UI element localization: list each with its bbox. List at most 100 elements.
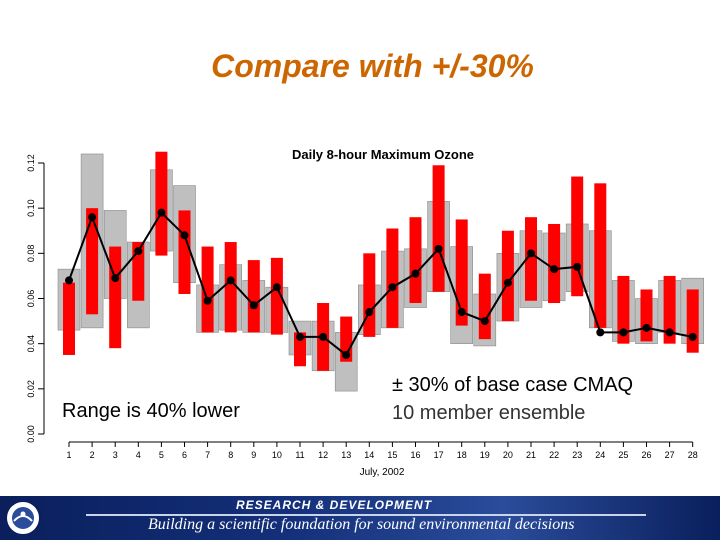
footer-org: RESEARCH & DEVELOPMENT bbox=[236, 498, 433, 512]
x-tick-label: 28 bbox=[688, 450, 698, 460]
pm30-range-bar bbox=[548, 223, 561, 304]
pm30-range-bar bbox=[363, 253, 376, 337]
base-case-point bbox=[342, 350, 351, 359]
base-case-point bbox=[296, 332, 304, 341]
x-tick-label: 27 bbox=[665, 450, 675, 460]
y-tick-label: 0.06 bbox=[26, 290, 36, 308]
x-tick-label: 1 bbox=[66, 450, 71, 460]
pm30-range-bar bbox=[155, 151, 168, 256]
x-tick-label: 10 bbox=[272, 450, 282, 460]
x-tick-label: 6 bbox=[182, 450, 187, 460]
pm30-range-bar bbox=[178, 210, 191, 294]
pm30-range-bar bbox=[663, 275, 676, 344]
pm30-range-bar bbox=[594, 183, 607, 328]
x-tick-label: 17 bbox=[434, 450, 444, 460]
x-tick-label: 9 bbox=[251, 450, 256, 460]
base-case-point bbox=[226, 276, 235, 285]
pm30-range-bar bbox=[63, 282, 75, 355]
y-tick-label: 0.12 bbox=[26, 154, 36, 172]
pm30-range-bar bbox=[525, 217, 537, 301]
base-case-point bbox=[573, 262, 582, 271]
pm30-range-bar bbox=[224, 242, 237, 333]
pm30-range-bar bbox=[501, 230, 514, 322]
x-tick-label: 26 bbox=[641, 450, 651, 460]
x-tick-label: 24 bbox=[595, 450, 605, 460]
x-tick-label: 12 bbox=[318, 450, 328, 460]
epa-seal-icon bbox=[5, 500, 41, 536]
annotation-ensemble: 10 member ensemble bbox=[392, 402, 586, 424]
pm30-range-bar bbox=[270, 257, 283, 335]
y-tick-label: 0.00 bbox=[26, 425, 36, 443]
x-tick-label: 18 bbox=[457, 450, 467, 460]
base-case-point bbox=[665, 328, 674, 337]
base-case-point bbox=[65, 276, 73, 285]
x-tick-label: 14 bbox=[364, 450, 374, 460]
pm30-range-bar bbox=[132, 242, 145, 301]
base-case-point bbox=[596, 328, 605, 337]
base-case-point bbox=[480, 317, 489, 326]
footer-tagline: Building a scientific foundation for sou… bbox=[148, 516, 575, 533]
base-case-point bbox=[272, 283, 281, 292]
annotation-range-lower: Range is 40% lower bbox=[62, 400, 240, 422]
base-case-point bbox=[134, 247, 143, 256]
x-tick-label: 2 bbox=[90, 450, 95, 460]
pm30-range-bar bbox=[455, 219, 468, 326]
base-case-point bbox=[157, 208, 166, 217]
x-tick-label: 7 bbox=[205, 450, 210, 460]
chart-axes: 0.000.020.040.060.080.100.121 2 3 4 5 6 7 8 9 10 1… bbox=[26, 154, 698, 460]
slide-title: Compare with +/-30% bbox=[211, 48, 534, 84]
y-tick-label: 0.08 bbox=[26, 245, 36, 263]
base-case-point bbox=[550, 265, 559, 274]
x-tick-label: 16 bbox=[410, 450, 420, 460]
base-case-point bbox=[180, 231, 189, 240]
pm30-range-bars bbox=[63, 151, 699, 371]
ozone-chart: 0.000.020.040.060.080.100.121 2 3 4 5 6 7 8 9 10 1… bbox=[26, 147, 705, 478]
y-tick-label: 0.04 bbox=[26, 335, 36, 353]
base-case-point bbox=[642, 323, 651, 332]
y-tick-label: 0.02 bbox=[26, 380, 36, 398]
x-tick-label: 22 bbox=[549, 450, 559, 460]
base-case-point bbox=[319, 332, 328, 341]
footer-banner: RESEARCH & DEVELOPMENT Building a scient… bbox=[0, 496, 720, 540]
pm30-range-bar bbox=[86, 208, 99, 315]
base-case-point bbox=[365, 308, 374, 317]
footer-divider bbox=[86, 514, 646, 516]
chart-title: Daily 8-hour Maximum Ozone bbox=[292, 147, 474, 162]
x-tick-label: 11 bbox=[295, 450, 304, 460]
x-tick-label: 23 bbox=[572, 450, 582, 460]
x-tick-label: 21 bbox=[526, 450, 536, 460]
base-case-polyline bbox=[68, 211, 693, 357]
base-case-point bbox=[88, 213, 97, 222]
x-tick-label: 8 bbox=[228, 450, 233, 460]
base-case-point bbox=[111, 274, 120, 283]
x-tick-label: 20 bbox=[503, 450, 513, 460]
x-tick-label: 4 bbox=[136, 450, 141, 460]
base-case-point bbox=[457, 308, 466, 317]
pm30-range-bar bbox=[640, 289, 653, 342]
ensemble-range-bars bbox=[57, 153, 705, 392]
base-case-point bbox=[411, 269, 420, 278]
x-tick-label: 13 bbox=[341, 450, 351, 460]
base-case-point bbox=[249, 301, 258, 310]
x-tick-label: 15 bbox=[387, 450, 397, 460]
pm30-range-bar bbox=[432, 165, 445, 292]
base-case-point bbox=[503, 278, 512, 287]
base-case-point bbox=[434, 244, 443, 253]
y-tick-label: 0.10 bbox=[26, 199, 36, 217]
pm30-range-bar bbox=[386, 228, 399, 328]
pm30-range-bar bbox=[294, 332, 306, 367]
base-case-point bbox=[203, 296, 212, 305]
base-case-point bbox=[527, 249, 535, 258]
pm30-range-bar bbox=[478, 273, 491, 340]
x-tick-label: 25 bbox=[618, 450, 628, 460]
base-case-point bbox=[388, 283, 397, 292]
x-tick-label: 5 bbox=[159, 450, 164, 460]
pm30-range-bar bbox=[686, 289, 699, 353]
x-tick-label: 19 bbox=[480, 450, 490, 460]
x-tick-label: 3 bbox=[113, 450, 118, 460]
x-axis-label: July, 2002 bbox=[360, 467, 405, 478]
base-case-line bbox=[65, 208, 697, 359]
base-case-point bbox=[688, 332, 697, 341]
pm30-range-bar bbox=[617, 275, 630, 344]
pm30-range-bar bbox=[247, 260, 260, 333]
